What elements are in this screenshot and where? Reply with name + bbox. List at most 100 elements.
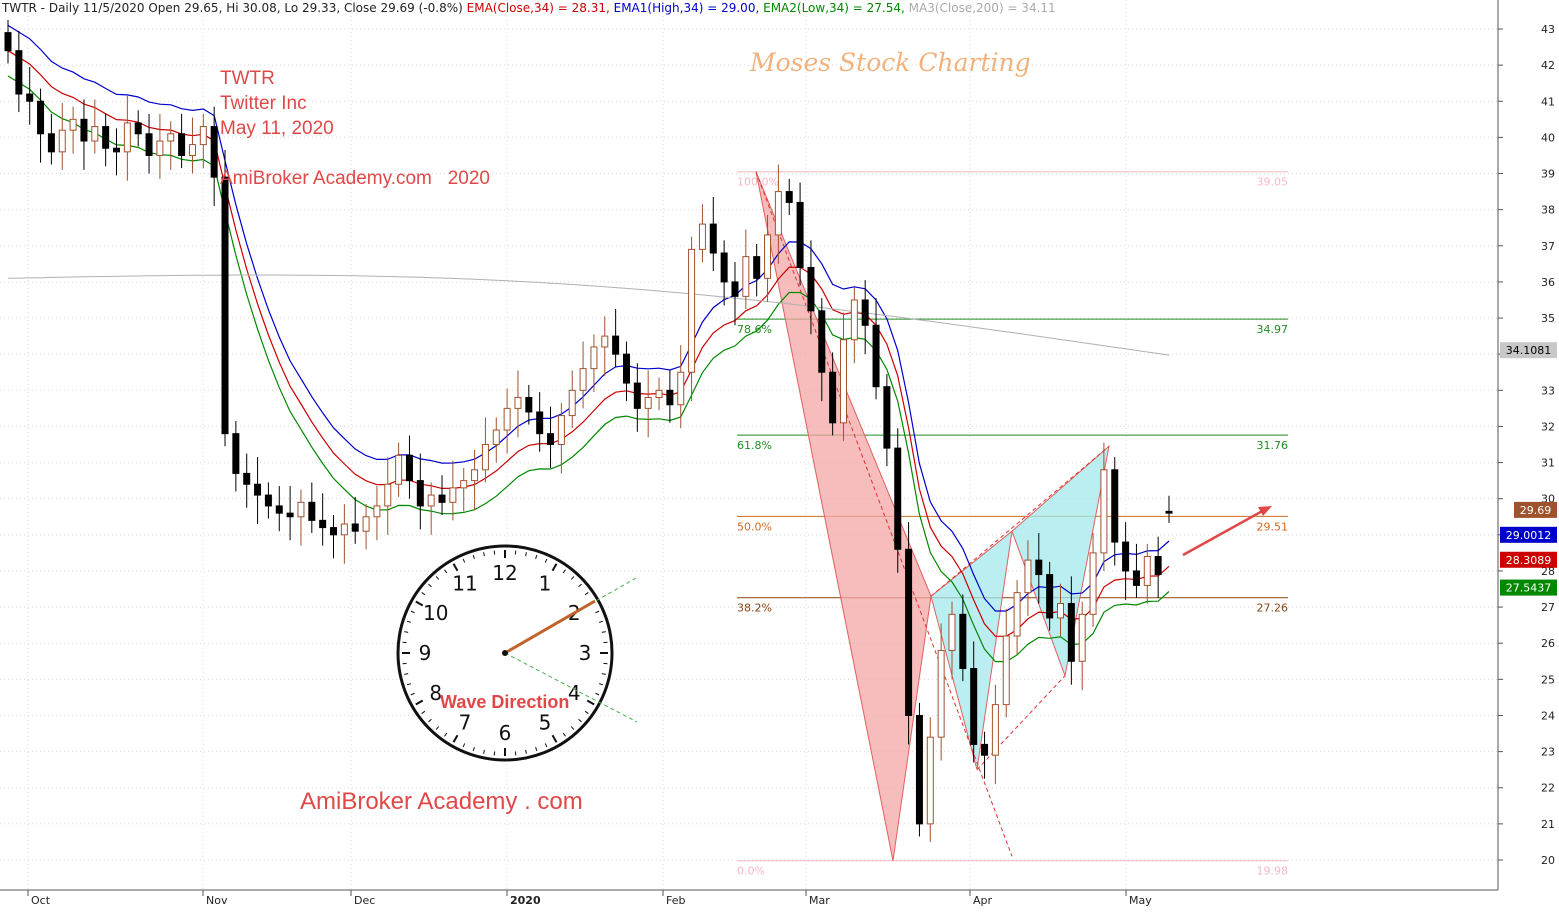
price-tick-label: 20 — [1541, 854, 1555, 867]
candle-body — [960, 614, 966, 668]
wave-direction-label: Wave Direction — [440, 692, 569, 713]
price-tick-label: 36 — [1541, 276, 1555, 289]
candle-body — [743, 257, 749, 297]
candle-body — [287, 513, 293, 517]
candle-body — [211, 127, 217, 178]
footer-brand: AmiBroker Academy . com — [300, 788, 583, 816]
candle-body — [623, 354, 629, 383]
candle-body — [1047, 575, 1053, 618]
candle-body — [309, 502, 315, 520]
candle-body — [124, 123, 130, 152]
candle-body — [927, 737, 933, 824]
candle-body — [417, 481, 423, 506]
candle-body — [461, 481, 467, 488]
candle-body — [396, 455, 402, 484]
candle-body — [678, 372, 684, 405]
clock-number: 4 — [568, 681, 581, 705]
candle-body — [1068, 603, 1074, 661]
candle-body — [526, 398, 532, 412]
candle-body — [1057, 603, 1063, 617]
candle-body — [406, 455, 412, 480]
candle-body — [59, 130, 65, 152]
clock-number: 3 — [579, 641, 592, 665]
date-tick-label: Dec — [354, 894, 375, 907]
clock-center — [502, 650, 508, 656]
clock-number: 6 — [499, 721, 512, 745]
candle-body — [1144, 557, 1150, 586]
candle-body — [385, 484, 391, 506]
candle-body — [200, 127, 206, 145]
date-tick-label: May — [1129, 894, 1152, 907]
price-tick-label: 25 — [1541, 673, 1555, 686]
candle-body — [1166, 511, 1172, 513]
candle-body — [1123, 542, 1129, 571]
candle-body — [634, 383, 640, 408]
header-ma200: MA3(Close,200) = 34.11 — [909, 1, 1056, 15]
candle-body — [135, 123, 141, 134]
candle-body — [1036, 560, 1042, 574]
candle-body — [1003, 636, 1009, 705]
candle-body — [103, 127, 109, 149]
candle — [222, 150, 228, 446]
candle-body — [70, 119, 76, 130]
candle-body — [1014, 593, 1020, 636]
candle-body — [92, 127, 98, 141]
header-symbol: TWTR - Daily 11/5/2020 Open 29.65, Hi 30… — [2, 1, 463, 15]
candle-body — [906, 549, 912, 715]
candle-body — [276, 506, 282, 513]
candle-body — [569, 390, 575, 415]
candle-body — [971, 669, 977, 745]
clock-number: 7 — [459, 710, 472, 734]
date-tick-label: Apr — [973, 894, 993, 907]
candle-body — [81, 119, 87, 141]
clock-number: 9 — [419, 641, 432, 665]
fib-level-name: 0.0% — [737, 865, 765, 878]
candle-body — [873, 325, 879, 386]
candle-body — [558, 416, 564, 445]
candle-body — [613, 336, 619, 354]
price-tick-label: 33 — [1541, 384, 1555, 397]
candle — [906, 522, 912, 744]
candle-body — [895, 448, 901, 549]
candle-body — [808, 267, 814, 310]
clock-number: 10 — [423, 601, 448, 625]
price-tag: 34.1081 — [1500, 342, 1557, 358]
site-annotation: AmiBroker Academy.com 2020 — [220, 166, 490, 191]
chart-header: TWTR - Daily 11/5/2020 Open 29.65, Hi 30… — [2, 1, 1056, 15]
fib-level-value: 31.76 — [1257, 439, 1289, 452]
ticker-annotation: TWTR — [220, 66, 275, 91]
price-tag: 27.5437 — [1500, 580, 1557, 596]
price-tick-label: 38 — [1541, 204, 1555, 217]
candle-body — [851, 300, 857, 340]
price-tag: 28.3089 — [1500, 552, 1557, 568]
candle-body — [1155, 557, 1161, 575]
candle-body — [222, 177, 228, 434]
candle-body — [656, 390, 662, 397]
candle-body — [797, 202, 803, 267]
candle-body — [830, 372, 836, 423]
fib-level-value: 34.97 — [1257, 323, 1289, 336]
fib-level-name: 38.2% — [737, 602, 772, 615]
fib-level-name: 61.8% — [737, 439, 772, 452]
candle-body — [5, 33, 11, 51]
candle-body — [1133, 571, 1139, 585]
price-tag-label: 28.3089 — [1506, 554, 1552, 567]
candle-body — [884, 387, 890, 448]
header-ema-low: EMA2(Low,34) = 27.54, — [763, 1, 905, 15]
price-tick-label: 26 — [1541, 637, 1555, 650]
clock-number: 11 — [452, 572, 477, 596]
price-tick-label: 35 — [1541, 312, 1555, 325]
fib-level-value: 29.51 — [1257, 520, 1289, 533]
date-tick-label: Mar — [809, 894, 830, 907]
candle-body — [428, 495, 434, 506]
price-tick-label: 43 — [1541, 23, 1555, 36]
candle-body — [374, 506, 380, 517]
candle-body — [255, 484, 261, 495]
candle-body — [504, 408, 510, 430]
price-tick-label: 41 — [1541, 95, 1555, 108]
candle-body — [493, 430, 499, 444]
candle-body — [765, 235, 771, 278]
candle-body — [1079, 614, 1085, 661]
date-tick-label: 2020 — [510, 894, 541, 907]
price-tick-label: 40 — [1541, 131, 1555, 144]
